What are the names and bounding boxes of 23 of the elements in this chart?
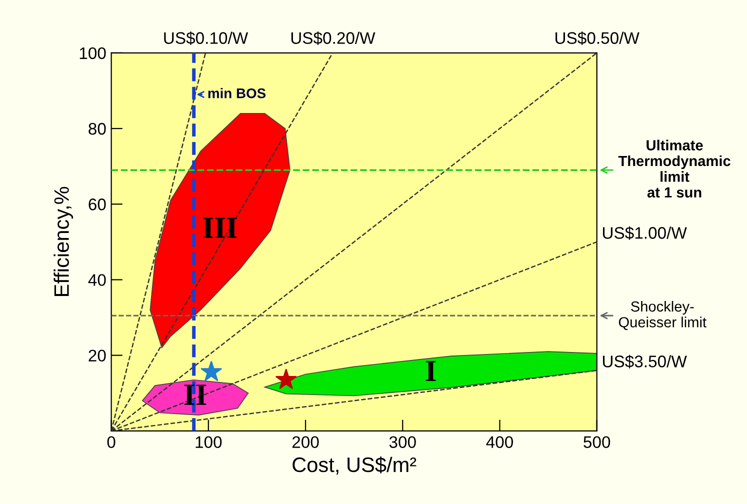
ref-line-label: min BOS <box>208 88 266 98</box>
x-tick-label: 0 <box>107 436 116 448</box>
series-label: US$0.20/W <box>291 31 376 45</box>
y-tick-label: 20 <box>88 350 106 362</box>
y-tick-label: 40 <box>88 274 106 286</box>
y-tick-label: 100 <box>80 47 106 60</box>
series-label: US$0.50/W <box>556 31 640 45</box>
series-label: US$1.00/W <box>602 226 687 240</box>
x-tick-label: 500 <box>584 436 610 448</box>
x-tick-label: 200 <box>292 436 319 448</box>
x-tick-label: 100 <box>196 436 222 448</box>
y-axis-title: Efficiency,% <box>54 186 74 296</box>
y-tick-label: 80 <box>88 122 106 135</box>
x-axis-title: Cost, US$/m² <box>292 456 416 475</box>
y-tick-label: 60 <box>88 198 106 210</box>
series-label: US$0.10/W <box>164 31 248 45</box>
series-label: III <box>203 218 237 238</box>
ref-line-label: Ultimate Thermodynamic limit at 1 sun <box>618 140 730 198</box>
x-tick-label: 300 <box>389 436 416 448</box>
series-label: I <box>426 360 436 381</box>
ref-line-label: Shockley- Queisser limit <box>618 300 706 330</box>
x-tick-label: 400 <box>486 436 513 448</box>
series-label: US$3.50/W <box>602 354 687 368</box>
